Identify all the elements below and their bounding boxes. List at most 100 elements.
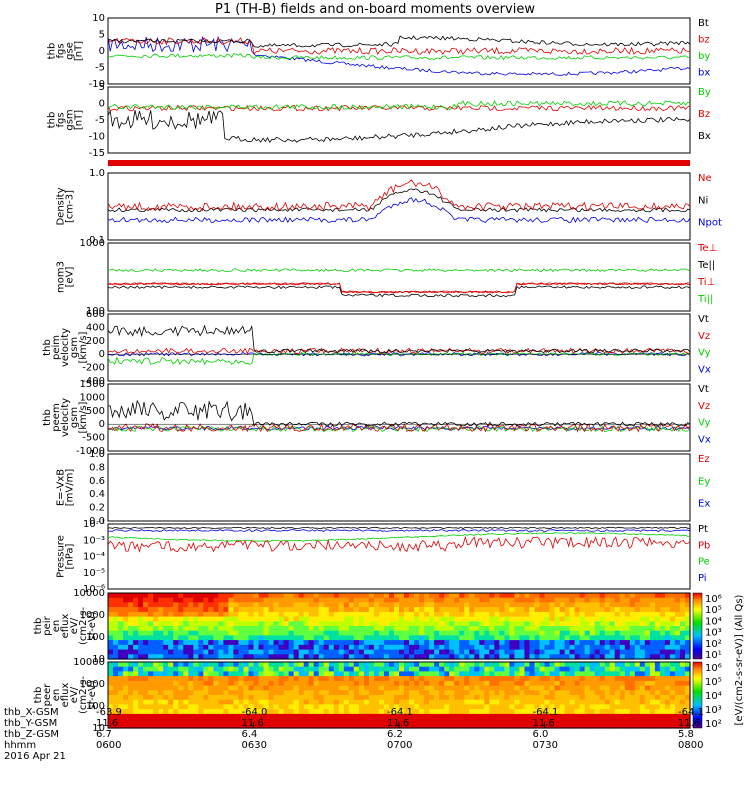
spec-cell [629, 611, 636, 618]
footer-value: 6.4 [241, 729, 258, 740]
spec-cell [414, 640, 420, 646]
spec-cell [123, 626, 129, 632]
spec-cell [128, 626, 134, 632]
spec-cell [233, 630, 239, 636]
spec-cell [323, 662, 330, 668]
spec-cell [664, 593, 671, 599]
spec-cell [198, 723, 204, 729]
spec-cell [323, 640, 330, 646]
spec-cell [183, 602, 189, 608]
spec-cell [394, 593, 400, 599]
spec-cell [639, 671, 646, 677]
ytick-efield-4: 0.2 [89, 503, 105, 514]
spec-cell [248, 662, 255, 668]
spec-cell [539, 630, 546, 636]
spec-cell [153, 685, 159, 691]
spec-cell [424, 704, 430, 710]
spec-cell [218, 718, 224, 724]
ylabel-peim-3: gsm [69, 337, 80, 358]
spec-cell [208, 649, 214, 655]
spec-cell [579, 662, 586, 668]
spec-cell [243, 626, 250, 632]
spec-cell [649, 671, 656, 677]
spec-cell [469, 630, 475, 636]
spec-cell [544, 626, 551, 632]
ylabel-peir-2: en [51, 620, 62, 633]
spec-cell [559, 593, 566, 599]
spec-cell [338, 699, 345, 705]
spec-cell [539, 640, 546, 646]
spec-cell [594, 680, 601, 687]
spec-cell [634, 630, 641, 636]
spec-cell [659, 718, 666, 724]
spec-cell [564, 713, 571, 720]
spec-cell [564, 699, 571, 705]
spec-cell [133, 654, 139, 660]
spec-cell [444, 611, 450, 618]
spec-cell [574, 671, 581, 677]
ytick-fgs_gsm-4: -15 [89, 148, 105, 159]
spec-cell [399, 662, 405, 668]
spec-cell [113, 607, 119, 613]
spec-cell [509, 662, 515, 668]
spec-cell [373, 680, 380, 687]
spec-cell [118, 695, 124, 701]
spec-cell [253, 644, 260, 651]
spec-cell [328, 685, 335, 691]
spec-cell [273, 723, 280, 729]
spec-cell [258, 699, 265, 705]
spec-cell [303, 709, 310, 715]
spec-cell [203, 704, 209, 710]
spec-cell [313, 593, 320, 599]
spec-cell [163, 699, 169, 705]
spec-cell [308, 621, 315, 627]
spec-cell [454, 621, 460, 627]
spec-cell [494, 621, 500, 627]
spec-cell [218, 709, 224, 715]
series-fgs_gsm-green [108, 100, 691, 110]
spec-cell [680, 649, 686, 655]
spec-cell [288, 621, 295, 627]
spec-cell [238, 597, 244, 603]
spec-cell [459, 616, 465, 622]
spec-cell [474, 593, 480, 599]
spec-cell [343, 718, 350, 724]
spec-cell [293, 704, 300, 710]
spec-cell [589, 685, 596, 691]
spec-cell [128, 597, 134, 603]
spec-cell [564, 690, 571, 696]
spec-cell [634, 723, 641, 729]
spec-cell [263, 718, 270, 724]
spec-cell [629, 640, 636, 646]
spec-cell [429, 654, 435, 660]
spec-cell [459, 602, 465, 608]
spec-cell [253, 713, 260, 720]
spec-cell [534, 671, 541, 677]
spec-cell [168, 616, 174, 622]
spec-cell [574, 704, 581, 710]
spec-cell [178, 593, 184, 599]
spec-cell [509, 644, 515, 651]
spec-cell [338, 723, 345, 729]
spec-cell [163, 676, 169, 682]
spec-cell [303, 718, 310, 724]
spec-cell [669, 723, 676, 729]
spec-cell [659, 654, 666, 660]
spec-cell [419, 607, 425, 613]
spec-cell [223, 666, 229, 672]
spec-cell [288, 695, 295, 701]
spec-cell [429, 597, 435, 603]
spec-cell [348, 611, 355, 618]
spec-cell [323, 671, 330, 677]
spec-cell [609, 616, 616, 622]
footer-row: thb_Z-GSM 6.7 6.4 6.2 6.0 5.8 [4, 729, 694, 740]
spec-cell [323, 718, 330, 724]
spec-cell [654, 671, 661, 677]
spec-cell [654, 680, 661, 687]
spec-cell [554, 713, 561, 720]
spec-cell [353, 654, 360, 660]
spec-cell [439, 671, 445, 677]
spec-cell [263, 621, 270, 627]
spec-cell [664, 685, 671, 691]
spec-cell [183, 662, 189, 668]
